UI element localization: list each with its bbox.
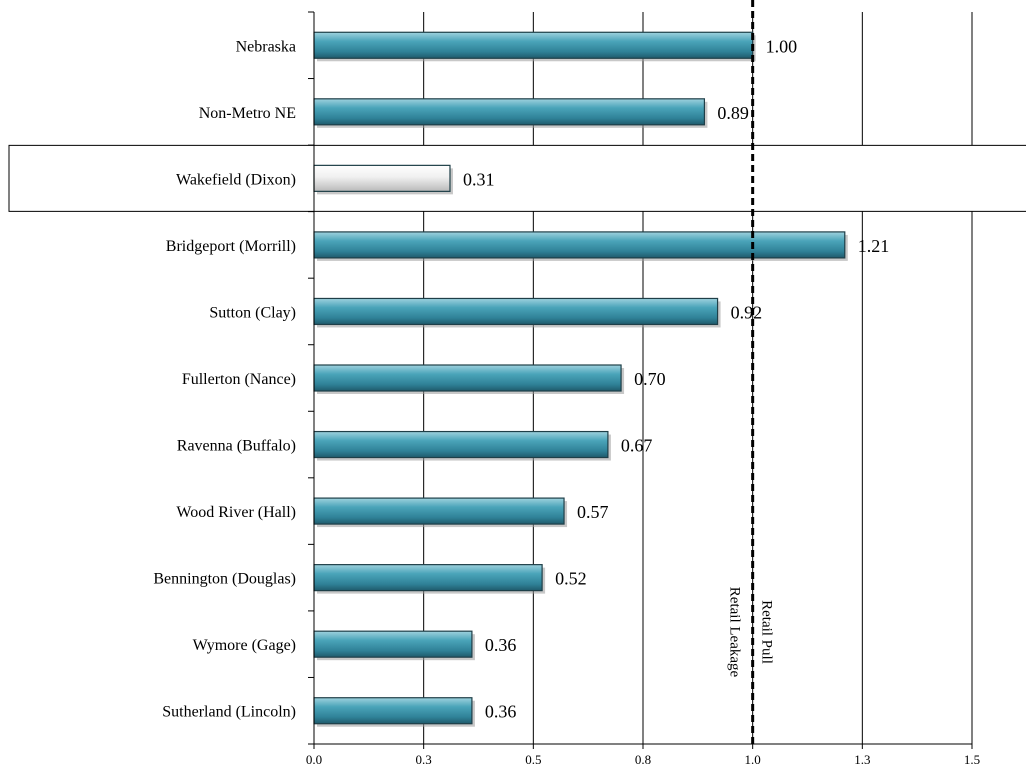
category-label: Nebraska <box>236 38 296 55</box>
x-tick-label: 0.8 <box>635 752 651 767</box>
bar <box>313 297 719 326</box>
category-label: Wood River (Hall) <box>176 504 296 521</box>
bar <box>313 497 565 525</box>
x-tick-label: 1.0 <box>745 752 761 767</box>
category-label: Sutherland (Lincoln) <box>162 704 296 721</box>
retail-pull-label: Retail Pull <box>759 600 775 664</box>
data-label: 0.67 <box>621 436 653 456</box>
data-label: 1.21 <box>858 236 890 256</box>
data-label: 0.36 <box>485 702 517 722</box>
category-label: Wymore (Gage) <box>193 637 296 654</box>
x-tick-label: 0.0 <box>306 752 322 767</box>
bars <box>313 31 848 727</box>
data-label: 0.57 <box>577 502 609 522</box>
bar <box>313 630 473 658</box>
bar <box>313 430 609 459</box>
x-tick-label: 0.3 <box>416 752 432 767</box>
bar <box>313 697 473 725</box>
data-label: 0.52 <box>555 569 587 589</box>
category-label: Bennington (Douglas) <box>153 571 296 588</box>
x-tick-label: 0.5 <box>525 752 541 767</box>
bar <box>313 31 754 59</box>
bar-highlighted <box>313 164 451 192</box>
bar <box>313 564 543 592</box>
data-label: 0.70 <box>634 369 666 389</box>
category-label: Sutton (Clay) <box>209 304 296 321</box>
retail-leakage-label: Retail Leakage <box>727 587 743 678</box>
category-label: Fullerton (Nance) <box>182 371 296 388</box>
category-label: Wakefield (Dixon) <box>176 171 296 188</box>
data-label: 0.36 <box>485 635 517 655</box>
data-label: 1.00 <box>766 36 798 56</box>
reference-line: Retail Leakage Retail Pull <box>727 0 775 744</box>
data-label: 0.92 <box>731 302 763 322</box>
x-tick-label: 1.5 <box>964 752 980 767</box>
category-label: Non-Metro NE <box>199 105 296 122</box>
category-label: Ravenna (Buffalo) <box>177 438 296 455</box>
data-labels: 1.00 0.89 0.31 1.21 0.92 0.70 0.67 0.57 0.52 0.36… <box>463 36 889 721</box>
axes: 0.0 0.3 0.5 0.8 1.0 1.3 1.5 Nebraska Non-Metro N… <box>153 11 980 767</box>
highlight-box <box>8 144 1026 212</box>
x-tick-label: 1.3 <box>854 752 870 767</box>
data-label: 0.89 <box>717 103 749 123</box>
bar <box>313 231 846 259</box>
bar <box>313 98 706 126</box>
category-label: Bridgeport (Morrill) <box>166 238 296 255</box>
highlight-row-box <box>8 144 1026 212</box>
data-label: 0.31 <box>463 169 495 189</box>
bar <box>313 364 622 392</box>
